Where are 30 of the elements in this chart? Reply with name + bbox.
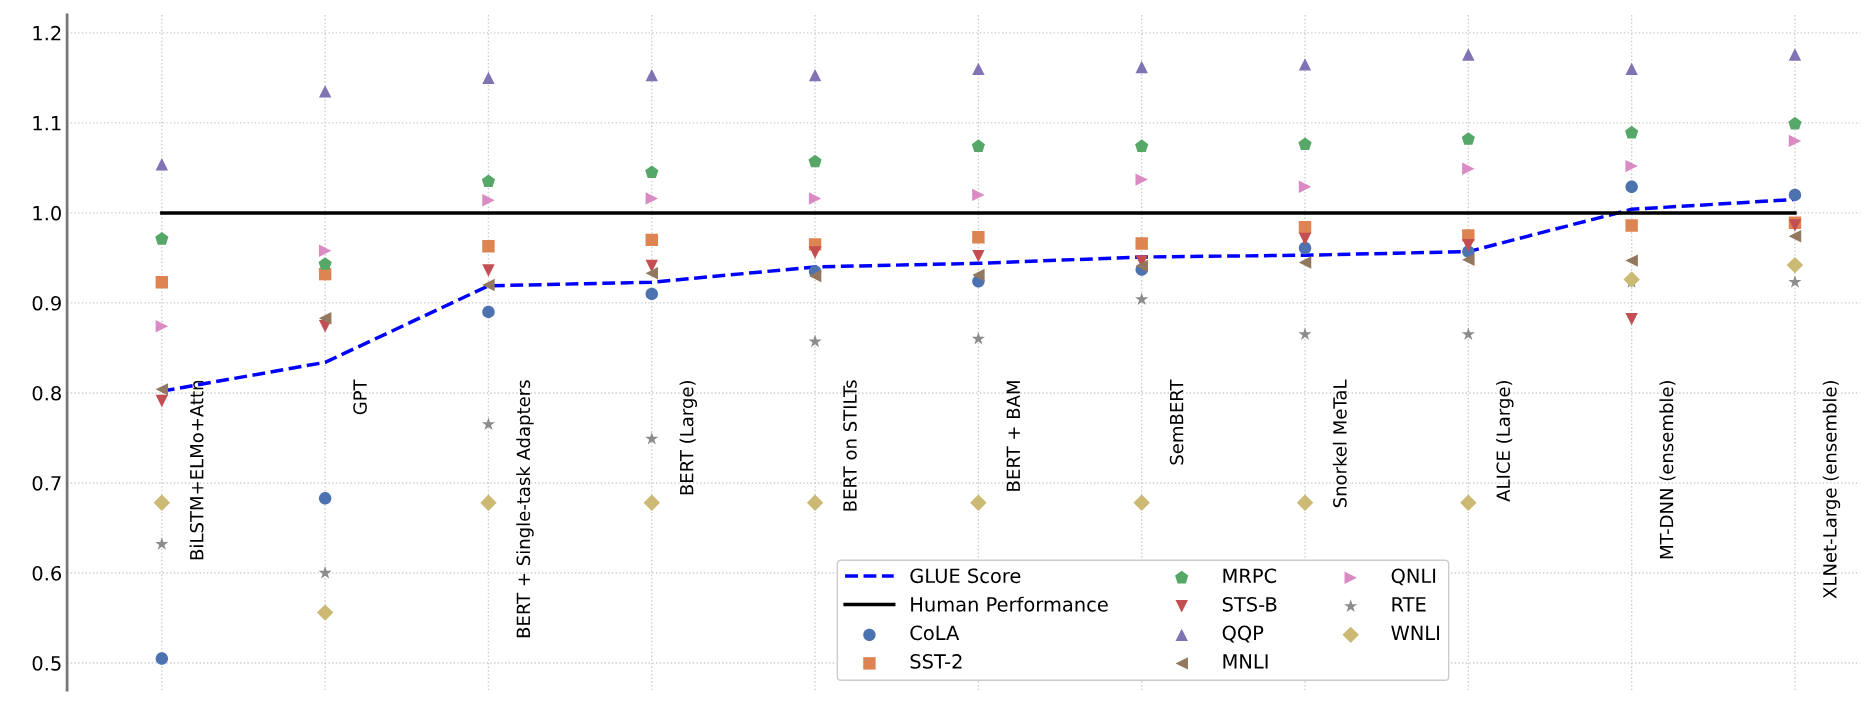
- x-tick-label: Snorkel MeTaL: [1332, 379, 1347, 508]
- y-tick-label: 0.8: [32, 385, 61, 401]
- x-tick-label: BERT (Large): [679, 381, 697, 495]
- y-tick-label: 0.5: [32, 655, 61, 671]
- y-tick-label: 1.1: [33, 116, 61, 131]
- legend-label: CoLA: [910, 625, 960, 641]
- legend-label: MRPC: [1223, 568, 1277, 584]
- legend-label: QNLI: [1391, 568, 1436, 586]
- x-tick-label: SemBERT: [1169, 379, 1184, 465]
- y-tick-label: 0.9: [32, 295, 61, 311]
- x-tick-label: MT-DNN (ensemble): [1659, 381, 1676, 559]
- x-tick-label: XLNet-Large (ensemble): [1822, 381, 1841, 599]
- y-tick-label: 0.7: [32, 475, 61, 491]
- legend-label: MNLI: [1223, 654, 1268, 669]
- x-tick-label: GPT: [353, 379, 367, 415]
- x-tick-label: BERT + Single-task Adapters: [516, 380, 534, 638]
- x-tick-label: BERT on STILTs: [843, 380, 857, 511]
- legend-label: WNLI: [1391, 625, 1439, 640]
- y-tick-label: 1.0: [33, 205, 61, 221]
- x-tick-label: ALICE (Large): [1496, 381, 1514, 502]
- legend-label: SST-2: [910, 654, 962, 669]
- legend-label: STS-B: [1222, 596, 1277, 612]
- legend-label: GLUE Score: [910, 568, 1021, 584]
- legend-label: QQP: [1222, 625, 1264, 643]
- legend-label: RTE: [1392, 597, 1426, 612]
- x-tick-label: BERT + BAM: [1006, 381, 1020, 491]
- y-tick-label: 1.2: [33, 25, 61, 41]
- y-tick-label: 0.6: [32, 565, 62, 581]
- x-tick-label: BiLSTM+ELMo+Attn: [189, 380, 204, 560]
- legend-label: Human Performance: [911, 596, 1108, 612]
